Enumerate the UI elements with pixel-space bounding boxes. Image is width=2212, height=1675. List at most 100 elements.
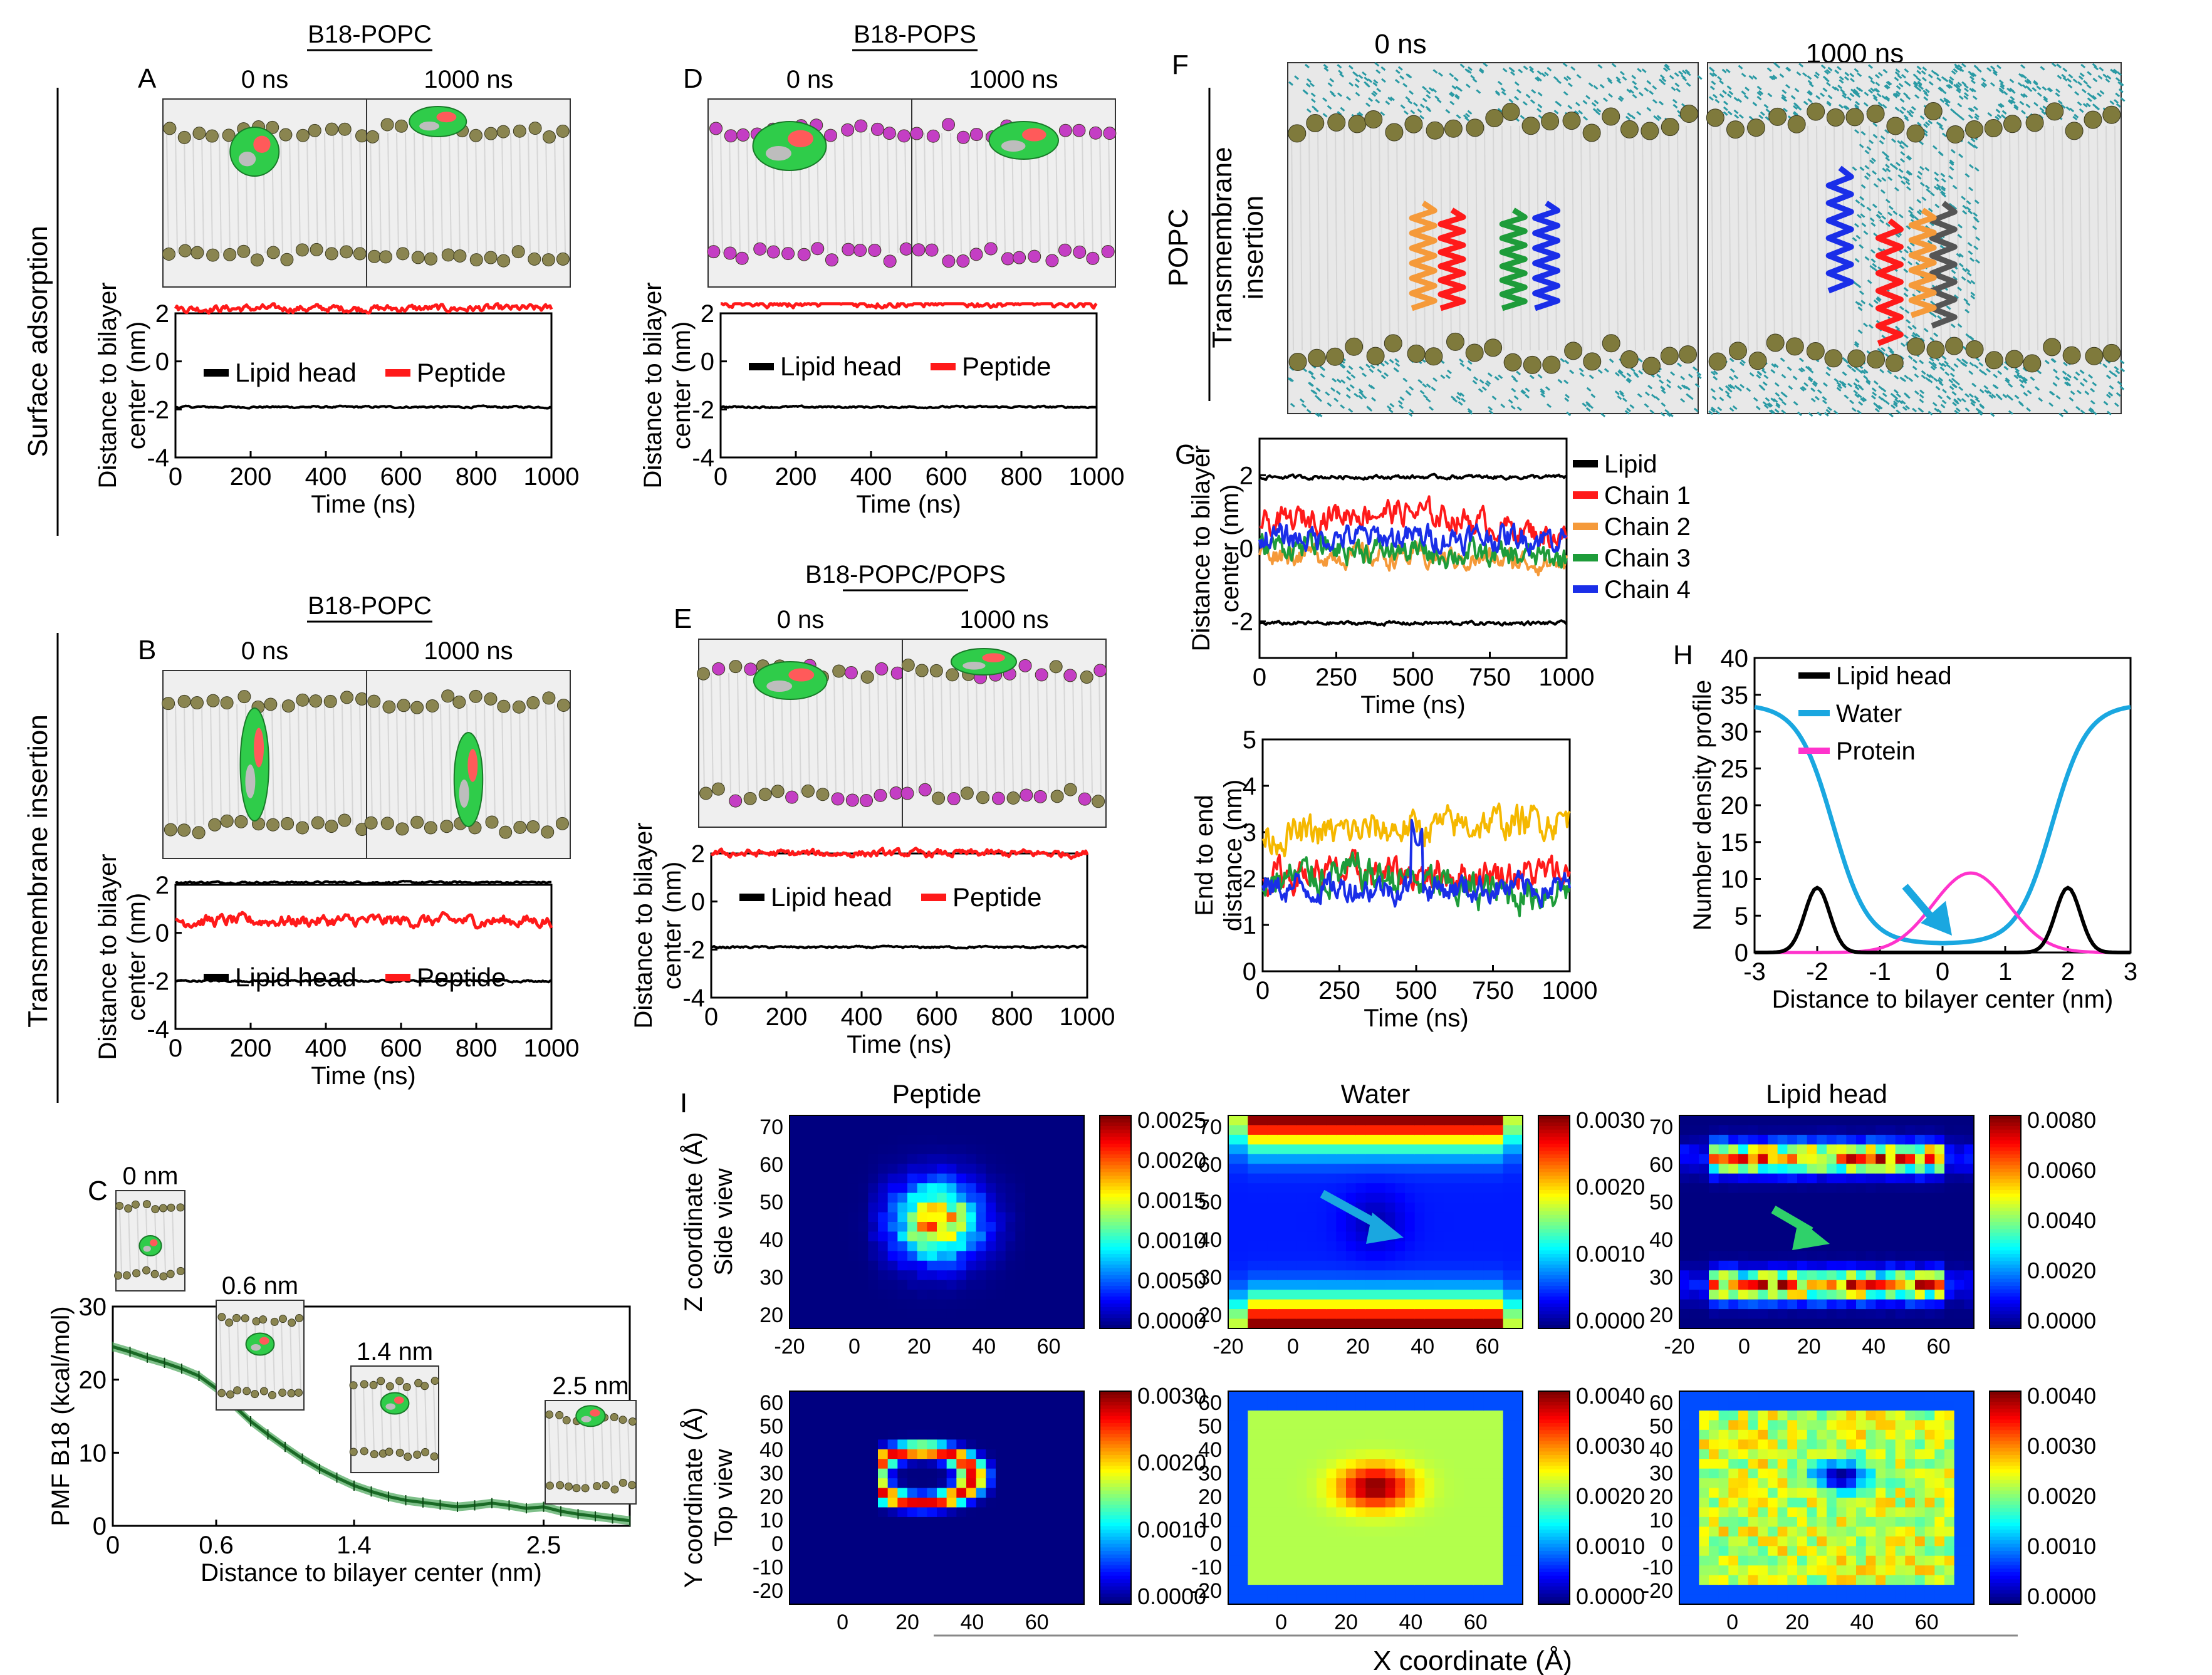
water-dot bbox=[1964, 87, 1969, 93]
lipid-head-bead bbox=[1946, 125, 1964, 144]
y-axis-label: Distance to bilayer bbox=[94, 853, 122, 1060]
peptide-green bbox=[138, 1235, 162, 1256]
water-dot bbox=[1957, 103, 1963, 108]
lipid-head-bead bbox=[1642, 357, 1661, 375]
heatmap-bin bbox=[1287, 1222, 1298, 1233]
heatmap-bin bbox=[986, 1280, 996, 1291]
heatmap-bin bbox=[1336, 1115, 1347, 1126]
heatmap-bin bbox=[1768, 1260, 1778, 1271]
heatmap-bin bbox=[1718, 1173, 1729, 1184]
water-dot bbox=[1632, 80, 1637, 85]
heatmap-bin bbox=[838, 1260, 849, 1271]
lipid-tail bbox=[601, 1419, 604, 1486]
heatmap-bin bbox=[1718, 1318, 1729, 1329]
water-dot bbox=[1837, 85, 1843, 90]
heatmap-bin bbox=[799, 1290, 810, 1300]
panel-letter: B bbox=[138, 635, 156, 665]
heatmap-bin bbox=[809, 1309, 820, 1320]
heatmap-bin bbox=[1464, 1318, 1474, 1329]
heatmap-bin bbox=[1074, 1115, 1085, 1126]
heatmap-bin bbox=[1836, 1164, 1847, 1174]
y-tick-label: 0 bbox=[93, 1513, 107, 1540]
heatmap-bin bbox=[1513, 1115, 1523, 1126]
heatmap-bin bbox=[1025, 1173, 1036, 1184]
water-dot bbox=[2072, 78, 2078, 83]
heatmap-bin bbox=[1355, 1309, 1367, 1320]
water-dot bbox=[2081, 88, 2087, 93]
heatmap-bin bbox=[1005, 1125, 1016, 1135]
heatmap-bin bbox=[1709, 1164, 1719, 1174]
colorbar-bin bbox=[1100, 1190, 1131, 1194]
heatmap-bin bbox=[1797, 1251, 1808, 1261]
heatmap-bin bbox=[1258, 1125, 1268, 1135]
heatmap-bin bbox=[1035, 1144, 1046, 1155]
heatmap-bin bbox=[1513, 1164, 1523, 1174]
lipid-tail bbox=[877, 672, 880, 794]
lipid-head-bead bbox=[969, 128, 983, 142]
water-dot bbox=[1941, 90, 1947, 95]
heatmap-bin bbox=[1005, 1192, 1016, 1204]
heatmap-bin bbox=[1248, 1280, 1258, 1291]
lipid-tail bbox=[510, 704, 513, 825]
water-dot bbox=[1956, 86, 1962, 91]
lipid-head-bead bbox=[707, 245, 721, 259]
water-dot bbox=[1992, 69, 1998, 74]
legend-label: Lipid head bbox=[771, 882, 892, 912]
x-axis-label: Time (ns) bbox=[311, 491, 415, 518]
water-dot bbox=[2080, 409, 2085, 414]
heatmap-bin bbox=[1915, 1222, 1926, 1233]
heatmap-bin bbox=[1748, 1183, 1759, 1194]
heatmap-bin bbox=[819, 1309, 830, 1320]
water-dot bbox=[1465, 113, 1470, 118]
water-dot bbox=[1661, 77, 1667, 83]
heatmap-bin bbox=[1055, 1309, 1065, 1320]
water-dot bbox=[1348, 65, 1354, 70]
water-dot bbox=[1973, 212, 1978, 217]
heatmap-bin bbox=[1934, 1222, 1945, 1233]
heatmap-bin bbox=[1025, 1241, 1036, 1252]
heatmap-bin bbox=[917, 1318, 928, 1329]
heatmap-bin bbox=[1915, 1115, 1926, 1126]
lipid-head-bead bbox=[281, 817, 295, 830]
water-dot bbox=[1908, 377, 1914, 382]
lipid-tail bbox=[280, 132, 283, 254]
heatmap-bin bbox=[1424, 1203, 1435, 1213]
heatmap-bin bbox=[1375, 1260, 1386, 1271]
water-dot bbox=[2023, 392, 2028, 397]
heatmap-bin bbox=[1473, 1144, 1484, 1155]
lipid-head-bead bbox=[960, 786, 974, 800]
heatmap-bin bbox=[1287, 1164, 1298, 1174]
water-dot bbox=[1400, 104, 1406, 109]
lipid-head-bead bbox=[178, 244, 192, 258]
lipid-head-bead bbox=[176, 1203, 185, 1212]
lipid-tail bbox=[825, 132, 828, 254]
lipid-head-bead bbox=[402, 1382, 411, 1391]
water-dot bbox=[1739, 362, 1745, 367]
heatmap-bin bbox=[1728, 1222, 1739, 1233]
water-dot bbox=[1827, 66, 1833, 71]
heatmap-bin bbox=[1856, 1203, 1867, 1213]
heatmap-bin bbox=[1846, 1134, 1857, 1145]
water-dot bbox=[2112, 70, 2117, 75]
heatmap-bin bbox=[1473, 1231, 1484, 1242]
y-tick-label: 2 bbox=[155, 872, 169, 899]
heatmap-bin bbox=[1277, 1154, 1288, 1165]
lipid-tail bbox=[728, 672, 731, 794]
heatmap-bin bbox=[1055, 1115, 1065, 1126]
lipid-tail bbox=[843, 132, 846, 254]
heatmap-bin bbox=[1493, 1115, 1504, 1126]
water-dot bbox=[1822, 396, 1827, 401]
heatmap-bin bbox=[828, 1164, 840, 1174]
heatmap-bin bbox=[1827, 1251, 1837, 1261]
time-label-start: 0 ns bbox=[777, 606, 825, 634]
heatmap-bin bbox=[1035, 1203, 1046, 1213]
heatmap-bin bbox=[1414, 1154, 1426, 1165]
water-dot bbox=[1370, 364, 1375, 369]
lipid-head-bead bbox=[397, 699, 410, 712]
water-dot bbox=[1798, 63, 1804, 68]
water-dot bbox=[1937, 315, 1943, 320]
heatmap-bin bbox=[1728, 1173, 1739, 1184]
lipid-tail bbox=[271, 704, 274, 825]
lipid-tail bbox=[387, 704, 390, 825]
